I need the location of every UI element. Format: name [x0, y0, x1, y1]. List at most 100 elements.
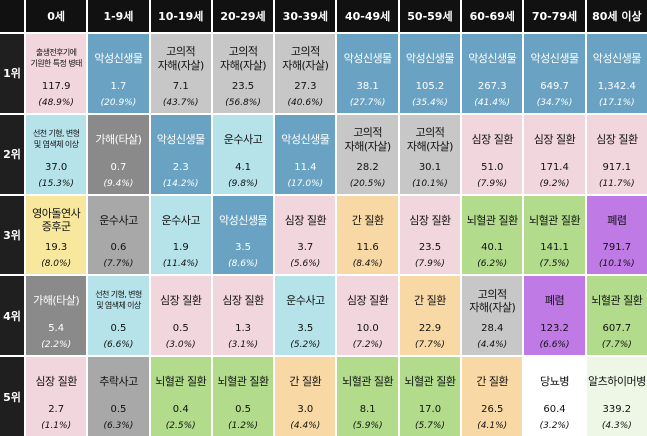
cause-name: 뇌혈관 질환	[404, 375, 456, 389]
death-rate: 1,342.4	[597, 80, 636, 92]
cause-cell: 악성신생물 105.2 (35.4%)	[399, 34, 461, 113]
share-percent: (9.4%)	[103, 178, 134, 189]
cause-name: 운수사고	[223, 132, 263, 146]
share-percent: (4.3%)	[601, 421, 632, 431]
column-header: 10-19세	[150, 0, 211, 32]
cause-name: 출생전후기에 기원한 특정 병태	[30, 48, 83, 68]
cause-cell: 운수사고 1.9 (11.4%)	[150, 195, 211, 275]
cause-cell: 간 질환 22.9 (7.7%)	[399, 276, 461, 356]
death-rate: 7.1	[172, 80, 189, 92]
death-rate: 791.7	[602, 242, 632, 254]
share-percent: (27.7%)	[349, 97, 386, 108]
cause-name: 뇌혈관 질환	[217, 375, 269, 389]
death-rate: 0.4	[172, 404, 189, 415]
cause-name: 악성신생물	[218, 213, 268, 227]
cause-name: 고의적 자해(자살)	[157, 45, 205, 72]
rank-label: 2위	[0, 114, 24, 194]
share-percent: (1.1%)	[41, 421, 72, 431]
cause-name: 운수사고	[161, 213, 201, 227]
cause-name: 악성신생물	[94, 52, 143, 66]
death-rate: 8.1	[359, 404, 376, 415]
cause-name: 간 질환	[414, 294, 446, 308]
share-percent: (10.1%)	[412, 178, 448, 189]
column-header: 1-9세	[88, 0, 149, 32]
cause-cell: 고의적 자해(자살) 28.2 (20.5%)	[337, 114, 398, 194]
share-percent: (11.7%)	[599, 178, 635, 189]
cause-cell: 간 질환 3.0 (4.4%)	[275, 357, 336, 436]
death-rate: 0.7	[110, 161, 127, 173]
share-percent: (7.5%)	[539, 259, 570, 270]
column-header: 0세	[26, 0, 87, 32]
share-percent: (17.1%)	[599, 97, 635, 108]
death-rate: 171.4	[540, 161, 569, 173]
death-rate: 0.5	[110, 323, 127, 335]
share-percent: (4.1%)	[477, 421, 508, 431]
death-rate: 1.7	[110, 80, 127, 92]
cause-name: 선천 기형, 변형 및 염색체 이상	[95, 290, 142, 311]
share-percent: (41.4%)	[474, 97, 511, 108]
column-header: 70-79세	[524, 0, 585, 32]
cause-name: 운수사고	[286, 294, 325, 308]
death-rate: 51.0	[481, 161, 504, 173]
share-percent: (6.6%)	[103, 340, 134, 351]
death-rate: 28.2	[356, 161, 379, 173]
cause-name: 심장 질환	[346, 294, 389, 308]
death-rate: 40.1	[481, 242, 504, 254]
cause-cell: 가해(타살) 5.4 (2.2%)	[26, 276, 87, 356]
death-rate: 1.9	[172, 242, 189, 254]
death-rate: 0.6	[110, 242, 127, 254]
cause-name: 악성신생물	[281, 132, 330, 146]
cause-name: 고의적 자해(자살)	[220, 45, 267, 72]
death-rate: 60.4	[543, 404, 566, 415]
column-header: 30-39세	[275, 0, 336, 32]
cause-cell: 영아돌연사 증후군 19.3 (8.0%)	[26, 195, 87, 275]
share-percent: (2.2%)	[41, 340, 72, 351]
death-rate: 19.3	[45, 242, 68, 254]
cause-name: 악성신생물	[156, 132, 206, 146]
rank-label: 3위	[0, 195, 24, 275]
cause-cell: 고의적 자해(자살) 23.5 (56.8%)	[212, 34, 274, 113]
share-percent: (7.7%)	[103, 259, 134, 270]
share-percent: (4.4%)	[477, 340, 508, 351]
cause-name: 뇌혈관 질환	[591, 294, 643, 308]
share-percent: (56.8%)	[225, 97, 261, 108]
share-percent: (5.9%)	[352, 421, 383, 431]
death-rate: 37.0	[45, 161, 68, 173]
cause-cell: 출생전후기에 기원한 특정 병태 117.9 (48.9%)	[26, 34, 87, 113]
cause-cell: 선천 기형, 변형 및 염색체 이상 37.0 (15.3%)	[26, 114, 87, 194]
cause-cell: 심장 질환 2.7 (1.1%)	[26, 357, 87, 436]
cause-cell: 뇌혈관 질환 0.5 (1.2%)	[212, 357, 274, 436]
rank-label: 1위	[0, 34, 24, 113]
death-rate: 10.0	[356, 323, 379, 335]
share-percent: (5.6%)	[290, 259, 321, 270]
death-rate: 917.1	[602, 161, 632, 173]
death-rate: 1.3	[235, 323, 251, 335]
share-percent: (10.1%)	[599, 259, 635, 270]
share-percent: (8.6%)	[228, 259, 258, 270]
table-corner	[0, 0, 24, 32]
cause-name: 간 질환	[351, 213, 384, 227]
death-rate: 649.7	[540, 80, 569, 92]
death-rate: 17.0	[418, 404, 442, 415]
cause-cell: 운수사고 4.1 (9.8%)	[212, 114, 274, 194]
cause-cell: 심장 질환 10.0 (7.2%)	[337, 276, 398, 356]
cause-name: 심장 질환	[284, 213, 327, 227]
rank-label: 5위	[0, 357, 24, 436]
share-percent: (20.9%)	[100, 97, 137, 108]
share-percent: (11.4%)	[162, 259, 199, 270]
death-rate: 4.1	[235, 161, 251, 173]
cause-name: 영아돌연사 증후군	[32, 206, 81, 234]
share-percent: (9.2%)	[539, 178, 570, 189]
death-rate: 0.5	[110, 404, 127, 415]
share-percent: (5.2%)	[290, 340, 321, 351]
death-rate: 0.5	[172, 323, 189, 335]
cause-name: 심장 질환	[533, 132, 576, 146]
cause-name: 심장 질환	[596, 132, 638, 146]
death-rate: 22.9	[418, 323, 442, 335]
share-percent: (7.9%)	[415, 259, 445, 270]
column-header: 60-69세	[462, 0, 523, 32]
share-percent: (8.4%)	[352, 259, 383, 270]
cause-cell: 고의적 자해(자살) 28.4 (4.4%)	[462, 276, 523, 356]
cause-name: 악성신생물	[405, 52, 455, 66]
